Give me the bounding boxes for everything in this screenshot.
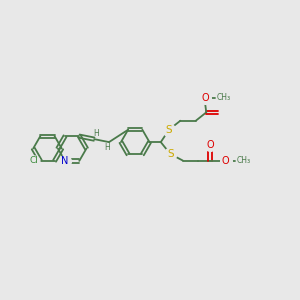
Text: S: S <box>167 149 174 159</box>
Text: H: H <box>93 129 99 138</box>
Text: Cl: Cl <box>29 156 38 165</box>
Text: CH₃: CH₃ <box>237 156 251 165</box>
Text: S: S <box>166 124 172 135</box>
Text: CH₃: CH₃ <box>217 93 231 102</box>
Text: O: O <box>201 93 209 103</box>
Text: O: O <box>206 140 214 150</box>
Text: N: N <box>61 156 69 166</box>
Text: O: O <box>222 155 230 166</box>
Text: H: H <box>104 143 110 152</box>
